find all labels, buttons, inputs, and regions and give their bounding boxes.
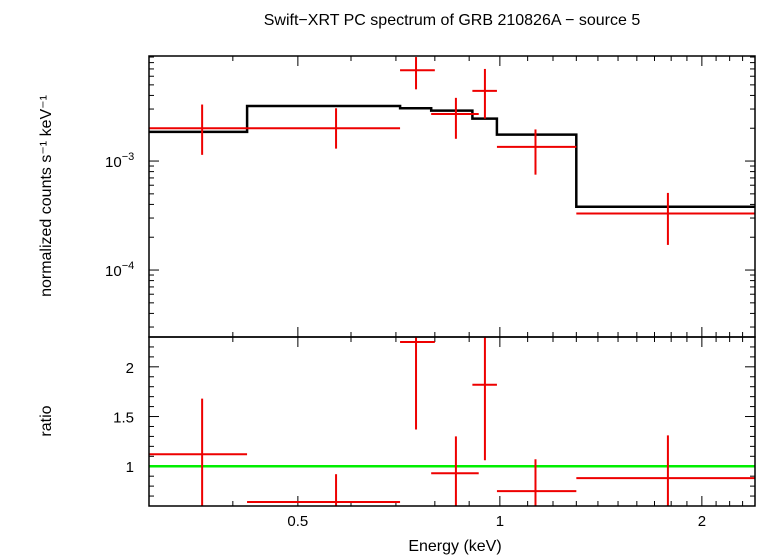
x-tick-label: 0.5 (287, 513, 308, 530)
ratio-y-axis-label: ratio (38, 405, 55, 436)
y-tick-label: 10−4 (105, 260, 134, 280)
spectrum-y-axis-label: normalized counts s⁻¹ keV⁻¹ (38, 95, 55, 297)
x-tick-label: 1 (496, 513, 504, 530)
chart-title: Swift−XRT PC spectrum of GRB 210826A − s… (264, 12, 641, 29)
ratio-panel-frame (148, 336, 756, 507)
x-tick-label: 2 (698, 513, 706, 530)
y-tick-label: 1 (126, 459, 134, 476)
y-tick-label: 10−3 (105, 151, 134, 171)
ratio-panel: 0.5 1 2 1 1.5 2 (113, 336, 756, 530)
y-tick-label: 1.5 (113, 410, 134, 427)
x-axis-label: Energy (keV) (408, 538, 501, 555)
spectrum-panel-frame (148, 55, 756, 338)
y-tick-label: 2 (126, 360, 134, 377)
spectrum-panel: 10−3 10−4 (105, 55, 756, 338)
model-step-line (149, 104, 755, 209)
